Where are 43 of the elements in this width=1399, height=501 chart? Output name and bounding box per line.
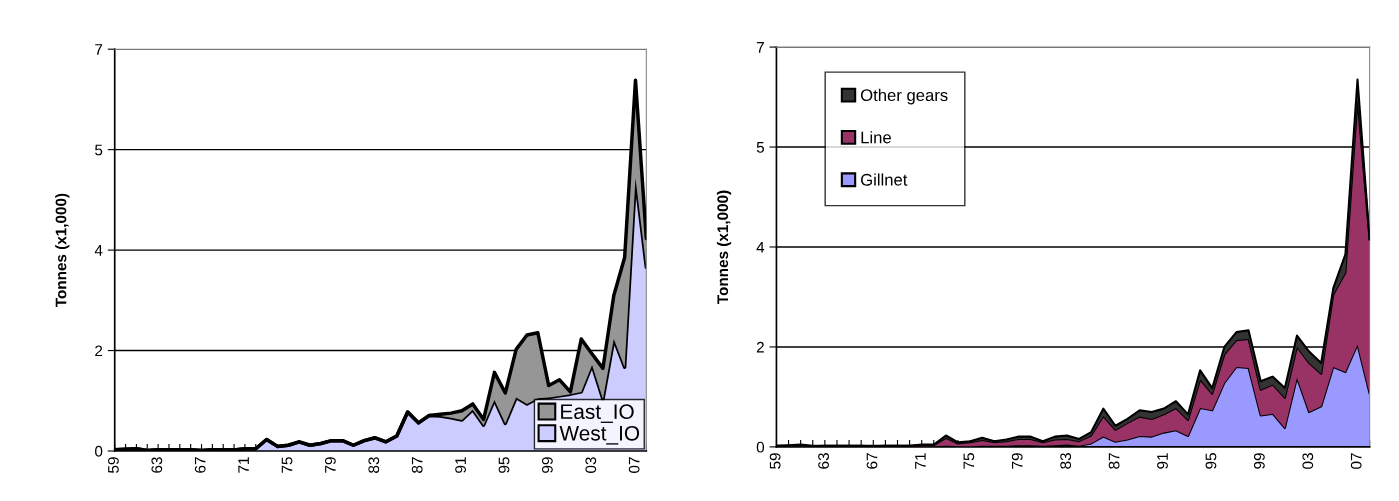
- x-tick-label: 79: [1011, 453, 1023, 469]
- x-tick-label: 71: [915, 453, 926, 469]
- y-tick-label: 5: [95, 144, 103, 156]
- x-tick-label: 95: [1205, 453, 1217, 469]
- x-tick-label: 91: [1157, 453, 1168, 469]
- x-tick-label: 59: [108, 457, 119, 473]
- x-tick-label: 87: [1108, 453, 1120, 469]
- y-tick-label: 2: [95, 345, 103, 357]
- y-axis-title: Tonnes (x1,000): [716, 190, 732, 304]
- y-tick-label: 2: [756, 341, 764, 353]
- x-tick-label: 67: [194, 457, 206, 473]
- y-tick-label: 4: [94, 245, 103, 256]
- legend-label: Other gears: [860, 88, 948, 105]
- legend-label: West_IO: [559, 425, 640, 445]
- y-tick-label: 0: [756, 441, 765, 453]
- x-tick-label: 63: [818, 453, 829, 469]
- x-tick-label: 75: [281, 457, 293, 473]
- y-tick-label: 5: [756, 142, 764, 153]
- x-tick-label: 07: [628, 457, 640, 473]
- y-tick-label: 7: [95, 44, 103, 55]
- y-tick-label: 7: [756, 42, 764, 53]
- y-axis-title: Tonnes (x1,000): [55, 193, 70, 308]
- x-tick-label: 75: [963, 453, 975, 469]
- x-tick-label: 59: [769, 453, 781, 469]
- x-tick-label: 71: [238, 457, 249, 473]
- legend-label: Line: [861, 131, 891, 144]
- x-tick-label: 03: [585, 457, 597, 473]
- x-tick-label: 83: [368, 457, 380, 473]
- legend-label: East_IO: [561, 404, 634, 423]
- x-tick-label: 91: [455, 457, 466, 473]
- y-tick-label: 0: [95, 445, 103, 457]
- x-tick-label: 63: [151, 457, 163, 473]
- legend-label: Gillnet: [861, 173, 908, 186]
- x-tick-label: 83: [1060, 453, 1072, 469]
- x-tick-label: 67: [866, 453, 878, 469]
- x-tick-label: 03: [1302, 453, 1314, 469]
- x-tick-label: 87: [411, 457, 423, 473]
- x-tick-label: 79: [324, 457, 336, 473]
- x-tick-label: 99: [1253, 453, 1265, 469]
- x-tick-label: 99: [541, 457, 553, 473]
- x-tick-label: 07: [1350, 453, 1362, 469]
- y-tick-label: 4: [756, 242, 765, 253]
- x-tick-label: 95: [498, 457, 510, 473]
